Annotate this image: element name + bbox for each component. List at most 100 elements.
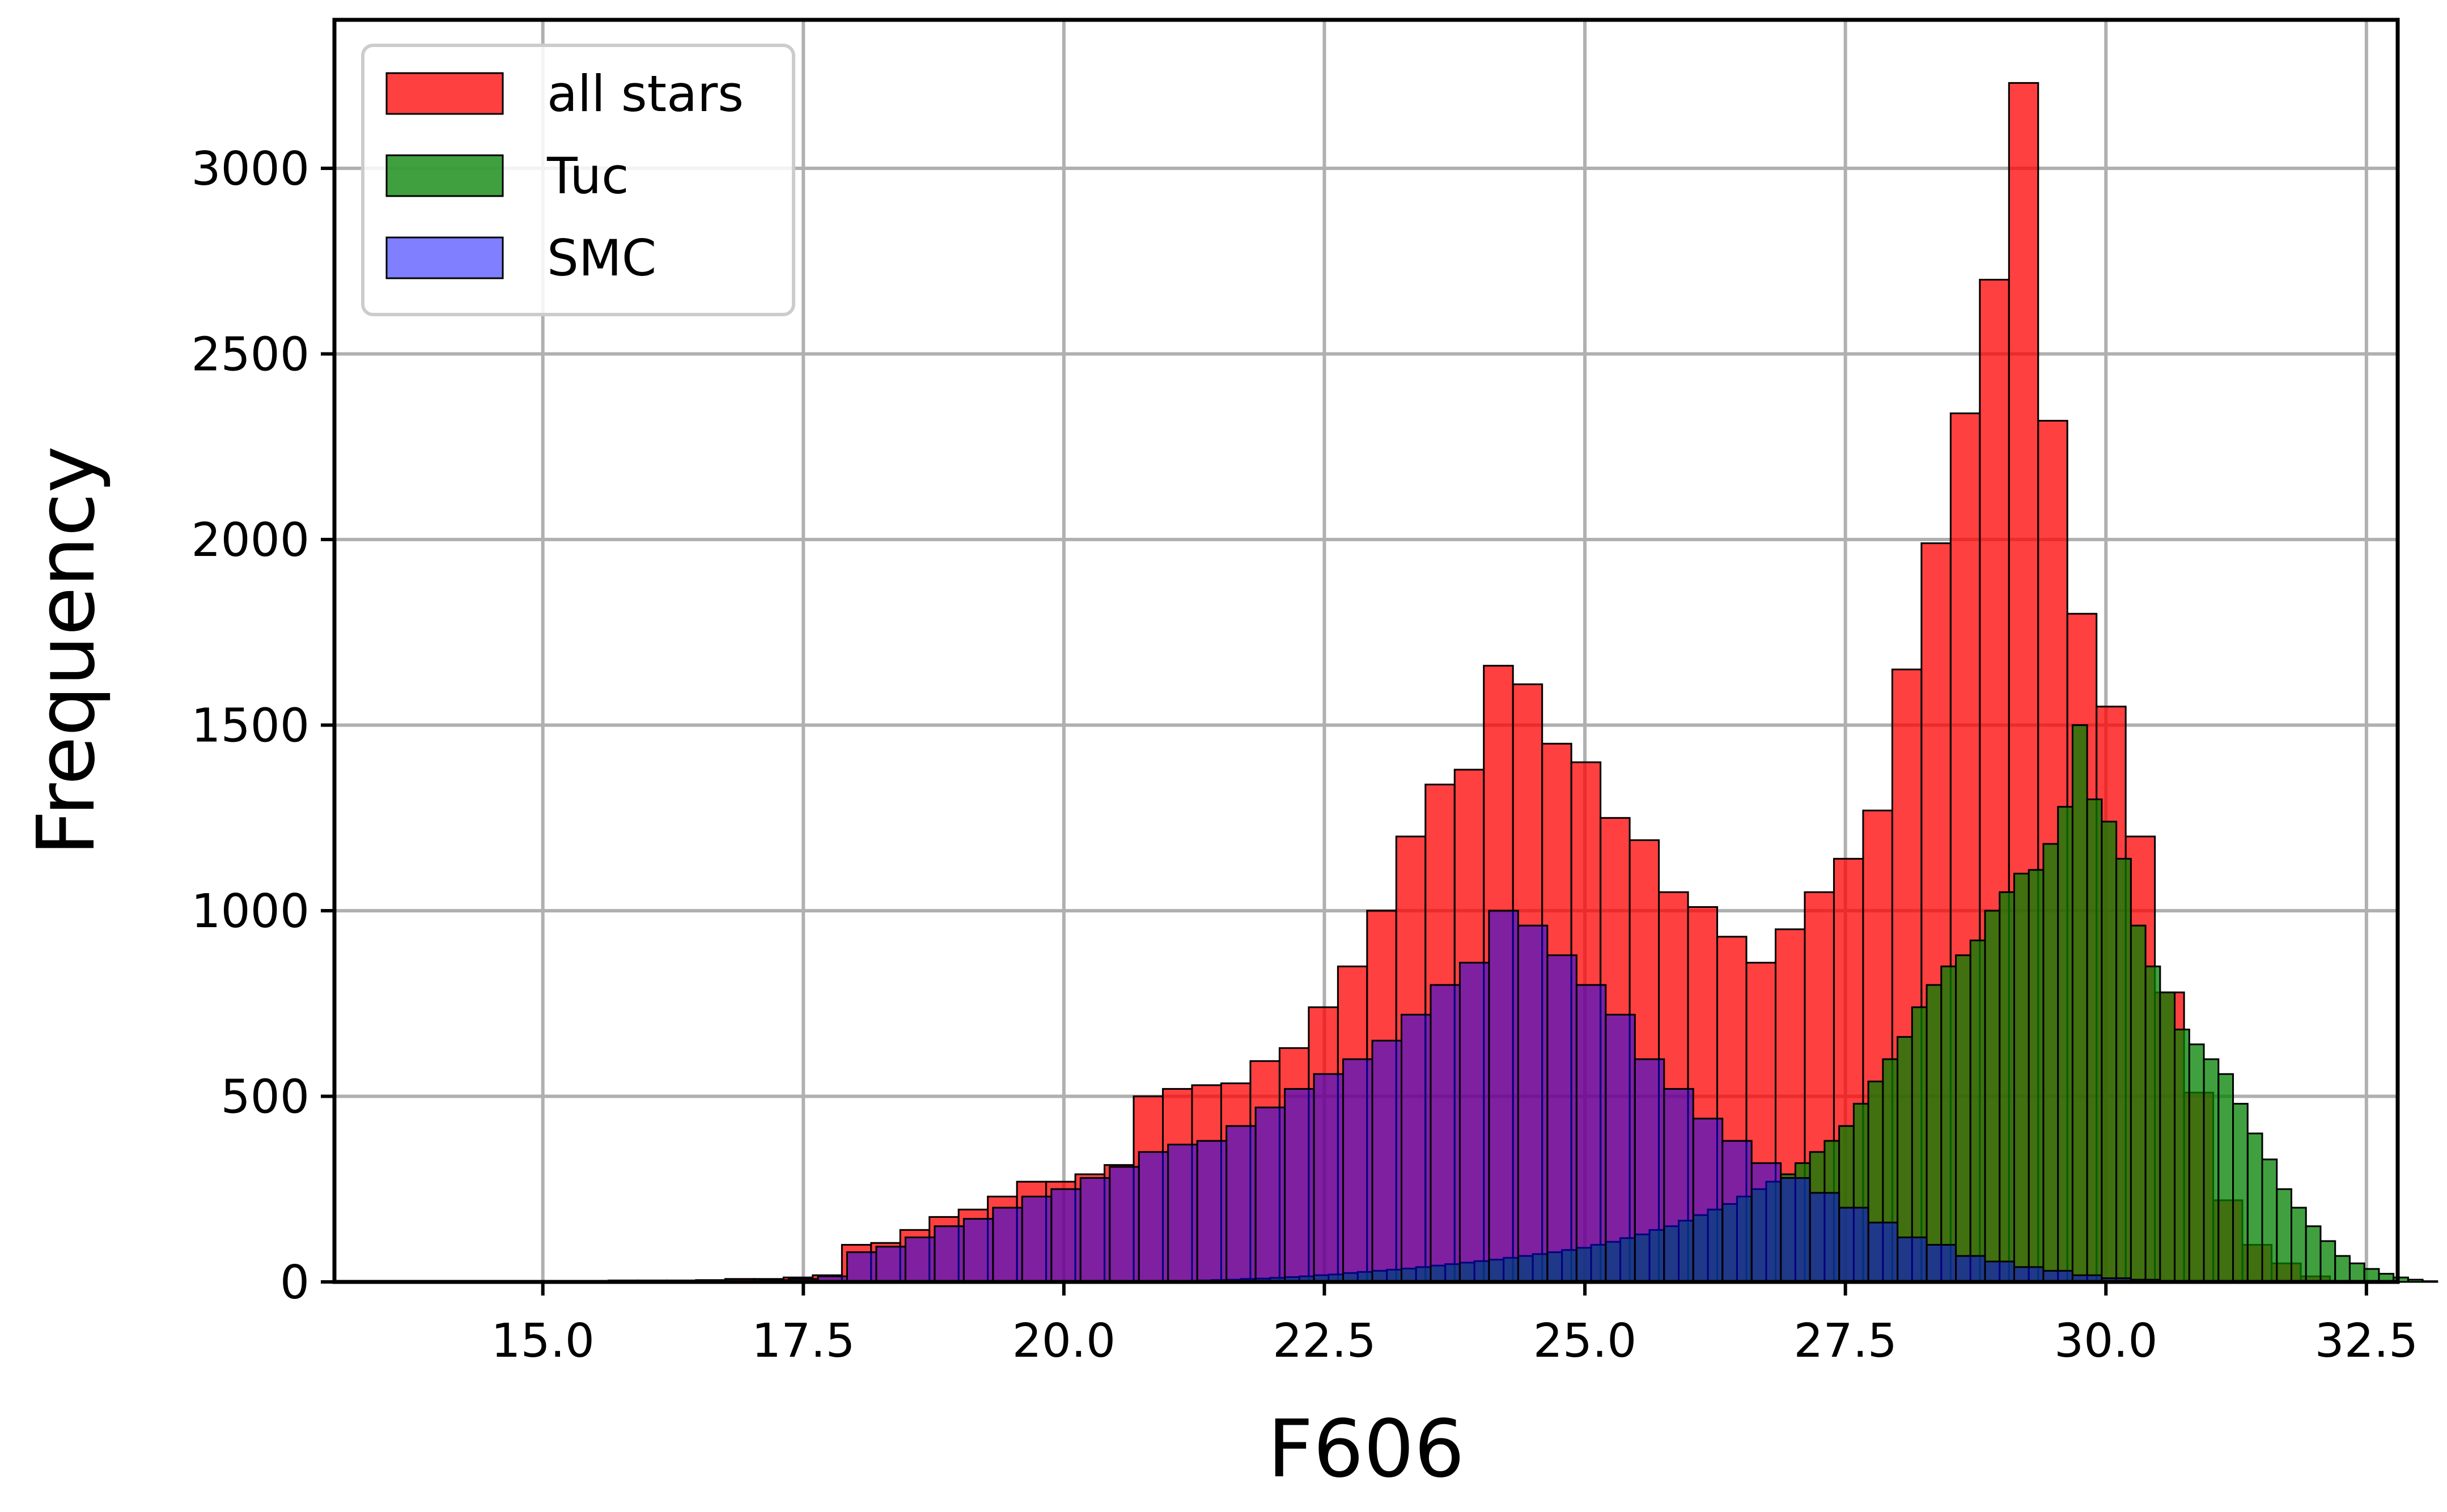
histogram-bar	[1401, 1013, 1432, 1283]
x-tick-label: 15.0	[491, 1314, 595, 1368]
x-tick-label: 30.0	[2054, 1314, 2158, 1368]
histogram-bar	[2144, 965, 2161, 1283]
histogram-bar	[2071, 724, 2088, 1283]
y-tick-label: 2500	[191, 328, 309, 382]
histogram-bar	[2188, 1043, 2205, 1283]
histogram-bar	[2013, 1266, 2045, 1283]
histogram-bar	[1575, 984, 1607, 1283]
histogram-bar	[1050, 1188, 1082, 1283]
histogram-bar	[1897, 1236, 1928, 1283]
histogram-bar	[1109, 1166, 1140, 1283]
histogram-bar	[1750, 1162, 1782, 1283]
histogram-bar	[1021, 1195, 1053, 1283]
y-tick-label: 1500	[191, 699, 309, 753]
histogram-bar	[2261, 1158, 2278, 1283]
histogram-bar	[2174, 1029, 2190, 1283]
histogram-bar	[934, 1225, 965, 1283]
histogram-bar	[1517, 924, 1549, 1283]
legend-label: all stars	[547, 65, 744, 123]
histogram-bar	[2101, 821, 2118, 1283]
histogram-bar	[1692, 1118, 1724, 1283]
histogram-bar	[1940, 965, 1957, 1283]
histogram-bar	[875, 1246, 906, 1283]
y-tick-label: 0	[280, 1256, 309, 1310]
histogram-bar	[1955, 954, 1971, 1283]
histogram-bar	[2334, 1255, 2351, 1283]
legend-label: SMC	[547, 229, 656, 287]
histogram-bar	[1838, 1207, 1869, 1283]
y-tick-label: 1000	[191, 885, 309, 938]
histogram-bar	[2086, 799, 2103, 1283]
histogram-bar	[2246, 1132, 2263, 1283]
histogram-bar	[2130, 924, 2147, 1283]
histogram-bar	[2319, 1240, 2336, 1283]
x-tick-label: 22.5	[1273, 1314, 1376, 1368]
y-tick-label: 500	[220, 1071, 309, 1124]
histogram-bar	[1955, 1255, 1986, 1283]
legend-swatch	[385, 154, 504, 197]
legend-swatch	[385, 236, 504, 279]
histogram-bar	[2203, 1058, 2220, 1283]
legend-label: Tuc	[546, 147, 629, 205]
y-axis-label: Frequency	[20, 446, 113, 856]
histogram-bar	[2348, 1262, 2365, 1283]
x-axis-label: F606	[1267, 1403, 1465, 1496]
histogram-bar	[1488, 910, 1519, 1283]
histogram-bar	[1342, 1058, 1373, 1283]
histogram-bar	[2115, 857, 2132, 1283]
histogram-bar	[2028, 869, 2045, 1283]
plot-frame	[332, 18, 2400, 1284]
histogram-bar	[1969, 939, 1986, 1283]
histogram-bar	[1430, 984, 1461, 1283]
histogram-bar	[1196, 1140, 1228, 1283]
x-tick-label: 17.5	[752, 1314, 855, 1368]
x-tick-label: 25.0	[1533, 1314, 1637, 1368]
histogram-bar	[2159, 991, 2176, 1283]
histogram-bar	[1926, 984, 1943, 1283]
histogram-bar	[2305, 1225, 2322, 1283]
histogram-bar	[2042, 843, 2059, 1283]
legend: all stars Tuc SMC	[361, 44, 795, 316]
histogram-bar	[1225, 1125, 1257, 1283]
histogram-bar	[1313, 1073, 1345, 1283]
histogram-bar	[1634, 1058, 1665, 1283]
histogram-bar	[1079, 1177, 1111, 1283]
histogram-bar	[1721, 1140, 1753, 1283]
histogram-bar	[992, 1207, 1023, 1283]
histogram-bar	[1546, 954, 1577, 1283]
histogram-bar	[2013, 873, 2030, 1283]
histogram-bar	[2421, 1280, 2438, 1283]
histogram-bar	[1809, 1192, 1840, 1283]
histogram-bar	[846, 1251, 877, 1283]
x-tick-label: 32.5	[2315, 1314, 2419, 1368]
histogram-bar	[1663, 1088, 1694, 1283]
histogram-bar	[1254, 1106, 1286, 1283]
x-tick-label: 20.0	[1012, 1314, 1116, 1368]
histogram-bar	[2232, 1103, 2249, 1283]
y-tick-label: 3000	[191, 142, 309, 196]
y-tick-label: 2000	[191, 513, 309, 567]
histogram-bar	[1984, 1260, 2015, 1283]
histogram-bar	[1138, 1151, 1169, 1283]
histogram-bar	[1984, 910, 2001, 1283]
histogram-bar	[2057, 806, 2073, 1283]
histogram-bar	[1999, 891, 2015, 1283]
histogram-bar	[1284, 1088, 1315, 1283]
histogram-bar	[1605, 1013, 1636, 1283]
histogram-bar	[2276, 1188, 2292, 1283]
histogram-bar	[1167, 1144, 1198, 1283]
histogram-bar	[904, 1236, 936, 1283]
y-axis-ticks: 0 500 1000 1500 2000 2500 3000	[191, 142, 334, 1310]
histogram-bar	[962, 1218, 994, 1283]
histogram-bar	[1780, 1177, 1811, 1283]
x-axis-ticks: 15.0 17.5 20.0 22.5 25.0 27.5 30.0 32.5	[491, 1282, 2418, 1368]
histogram-bar	[1371, 1039, 1403, 1283]
histogram-bar	[2217, 1073, 2234, 1283]
legend-swatch	[385, 72, 504, 115]
histogram-bar	[2407, 1279, 2424, 1283]
histogram-bar	[1458, 962, 1490, 1283]
histogram-bar	[1867, 1221, 1899, 1283]
series-smc	[700, 910, 2249, 1283]
histogram-bar	[1926, 1244, 1957, 1283]
